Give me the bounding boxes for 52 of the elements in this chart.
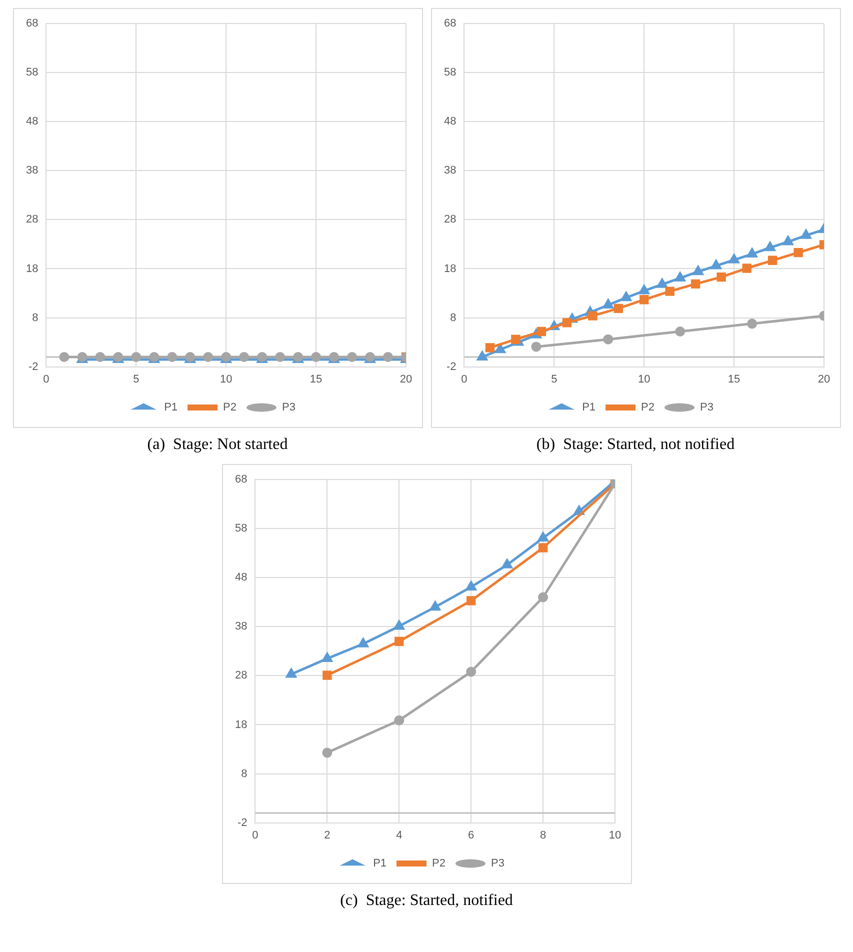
x-tick-label: 10 — [637, 373, 650, 386]
x-tick-label: 4 — [396, 829, 402, 842]
text: (a) Stage: Not started — [147, 436, 288, 454]
x-tick-label: 8 — [539, 829, 546, 842]
y-tick-label: 48 — [234, 572, 247, 584]
y-tick-label: 38 — [25, 164, 38, 177]
y-tick-label: 38 — [443, 164, 456, 177]
y-tick-label: -2 — [236, 816, 247, 829]
legend-label: P2 — [432, 858, 445, 870]
legend-label: P1 — [372, 858, 386, 870]
y-tick-label: 58 — [443, 66, 456, 79]
y-tick-label: -2 — [446, 360, 456, 373]
text: (c) Stage: Started, notified — [340, 892, 513, 910]
y-tick-label: 68 — [25, 18, 38, 30]
y-tick-label: 48 — [25, 116, 38, 128]
y-tick-label: 38 — [234, 620, 247, 633]
x-tick-label: 6 — [468, 829, 474, 842]
y-tick-label: 48 — [443, 116, 456, 128]
y-tick-label: 8 — [240, 768, 247, 780]
x-tick-label: 5 — [550, 373, 557, 386]
y-tick-label: 58 — [234, 522, 247, 535]
legend-label: P2 — [222, 402, 236, 414]
y-tick-label: 8 — [32, 312, 38, 324]
legend-label: P3 — [699, 402, 713, 414]
x-tick-label: 5 — [132, 373, 139, 386]
y-tick-label: 8 — [450, 312, 456, 324]
x-tick-label: 0 — [460, 373, 467, 386]
x-tick-label: 15 — [309, 373, 322, 386]
y-tick-label: 28 — [234, 670, 247, 682]
legend-label: P2 — [640, 402, 654, 414]
y-tick-label: 58 — [25, 66, 38, 79]
legend-label: P3 — [281, 402, 295, 414]
x-tick-label: 2 — [324, 829, 330, 842]
y-tick-label: 18 — [25, 262, 38, 275]
legend-label: P1 — [164, 402, 178, 414]
y-tick-label: 28 — [443, 214, 456, 226]
x-tick-label: 20 — [817, 373, 830, 386]
x-tick-label: 10 — [608, 829, 621, 842]
y-tick-label: 68 — [234, 474, 247, 486]
x-tick-label: 15 — [727, 373, 740, 386]
y-tick-label: 18 — [234, 718, 247, 731]
y-tick-label: -2 — [28, 360, 38, 373]
y-tick-label: 18 — [443, 262, 456, 275]
x-tick-label: 10 — [219, 373, 232, 386]
text: (b) Stage: Started, not notified — [536, 436, 735, 454]
x-tick-label: 0 — [252, 829, 258, 842]
legend-label: P1 — [582, 402, 596, 414]
y-tick-label: 28 — [25, 214, 38, 226]
x-tick-label: 20 — [399, 373, 412, 386]
legend-label: P3 — [490, 858, 504, 870]
y-tick-label: 68 — [443, 18, 456, 30]
x-tick-label: 0 — [42, 373, 49, 386]
